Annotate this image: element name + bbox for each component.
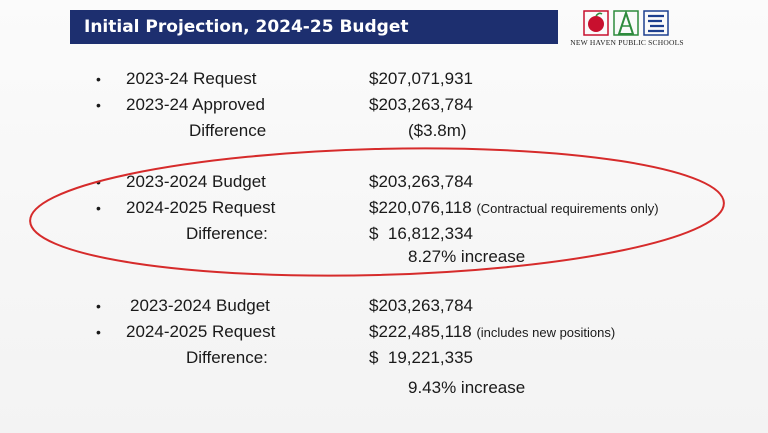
group2-percent: 8.27% increase: [408, 247, 526, 266]
apple-icon: [583, 10, 609, 36]
group2-difference-value: $ 16,812,334: [369, 224, 473, 243]
slide-title: Initial Projection, 2024-25 Budget: [70, 10, 558, 44]
group3-difference-value: $ 19,221,335: [369, 348, 473, 367]
book-icon: [643, 10, 669, 36]
group2-item2-label: 2024-2025 Request: [126, 198, 276, 217]
bullet: •: [96, 298, 101, 314]
school-logo: NEW HAVEN PUBLIC SCHOOLS: [562, 8, 692, 50]
group1-item2-value: $203,263,784: [369, 95, 473, 114]
group2-item2-amount: $220,076,118: [369, 198, 472, 217]
group3-difference-label: Difference:: [186, 348, 268, 367]
group2-difference-label: Difference:: [186, 224, 268, 243]
group3-item1-label: 2023-2024 Budget: [130, 296, 270, 315]
group2-item1-label: 2023-2024 Budget: [126, 172, 266, 191]
bullet: •: [96, 174, 101, 190]
group3-item2-value: $222,485,118 (includes new positions): [369, 322, 615, 343]
logo-icons: [583, 10, 669, 36]
bullet: •: [96, 324, 101, 340]
group2-item2-note: (Contractual requirements only): [476, 201, 659, 216]
group3-item2-label: 2024-2025 Request: [126, 322, 276, 341]
logo-text: NEW HAVEN PUBLIC SCHOOLS: [570, 38, 684, 47]
group1-difference-value: ($3.8m): [408, 121, 467, 140]
group2-item1-value: $203,263,784: [369, 172, 473, 191]
group3-item1-value: $203,263,784: [369, 296, 473, 315]
bullet: •: [96, 71, 101, 87]
group3-item2-note: (includes new positions): [476, 325, 616, 340]
group1-item1-label: 2023-24 Request: [126, 69, 257, 88]
group2-item2-value: $220,076,118 (Contractual requirements o…: [369, 198, 659, 219]
group1-difference-label: Difference: [189, 121, 267, 140]
bullet: •: [96, 97, 101, 113]
group1-item1-value: $207,071,931: [369, 69, 473, 88]
group3-item2-amount: $222,485,118: [369, 322, 472, 341]
group3-percent: 9.43% increase: [408, 378, 526, 397]
tower-icon: [613, 10, 639, 36]
bullet: •: [96, 200, 101, 216]
group1-item2-label: 2023-24 Approved: [126, 95, 265, 114]
